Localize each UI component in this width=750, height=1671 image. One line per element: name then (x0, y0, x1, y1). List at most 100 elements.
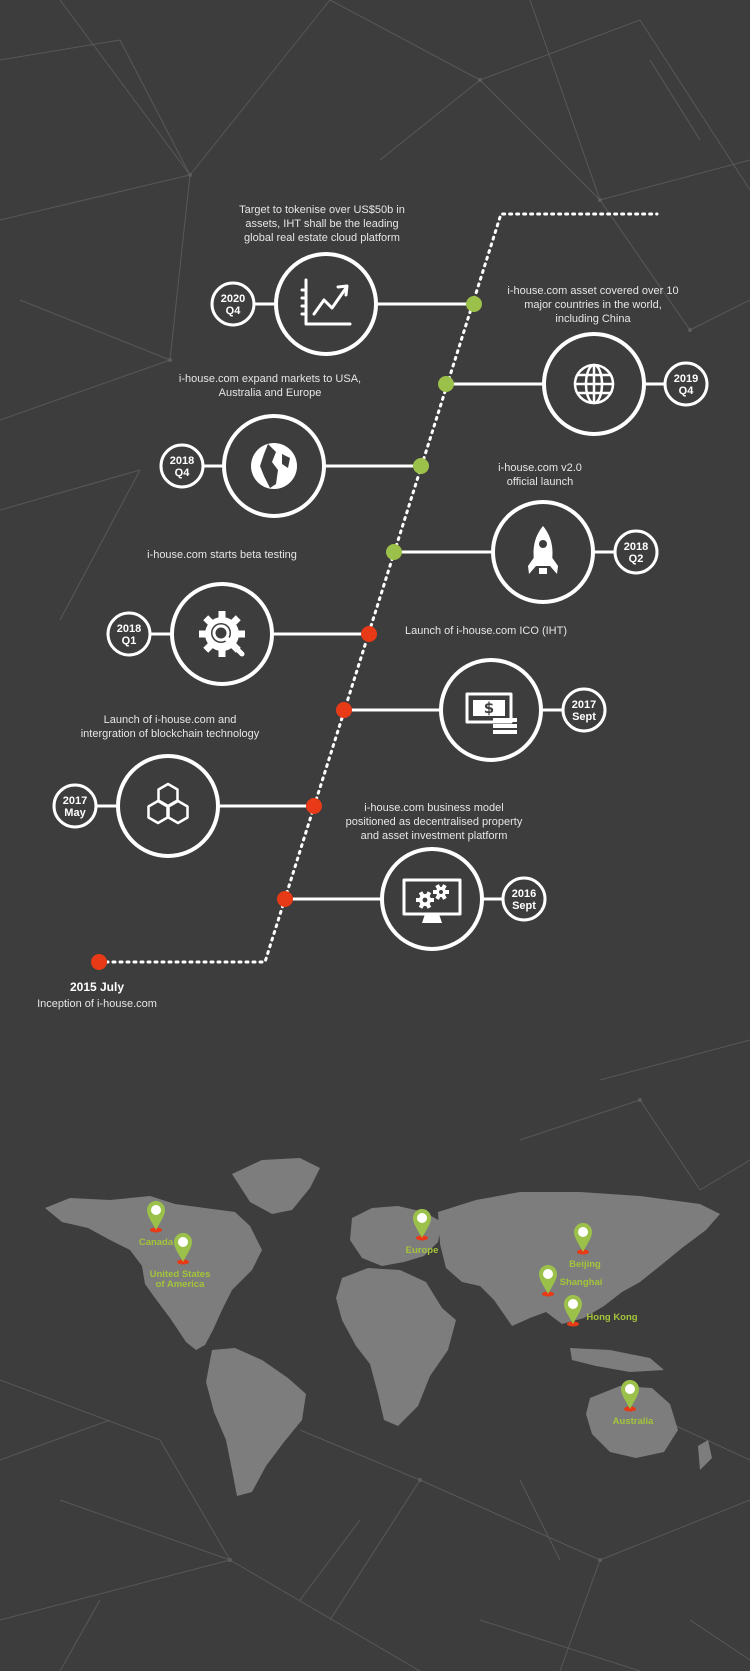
date-year: 2019 (674, 373, 698, 385)
pin-europe (413, 1209, 431, 1241)
timeline-dot-red (361, 626, 377, 642)
network-line (0, 359, 171, 421)
date-circle (561, 687, 607, 733)
money-icon: $ (465, 692, 517, 734)
continent-indonesia (570, 1348, 664, 1372)
network-line (559, 1559, 601, 1671)
network-line (699, 1159, 750, 1191)
location-label: Shanghai (559, 1277, 603, 1288)
location-label: Australia (612, 1416, 654, 1427)
continent-south-america (206, 1348, 306, 1496)
network-line (649, 59, 701, 141)
network-line (479, 79, 601, 201)
pin-shanghai (539, 1265, 557, 1297)
network-node (418, 1478, 422, 1482)
network-node (688, 328, 692, 332)
timeline-dot-green (438, 376, 454, 392)
date-period: Sept (572, 711, 596, 723)
network-line (59, 1499, 231, 1561)
date-circle (106, 611, 152, 657)
milestone-label: Target to tokenise over US$50b in assets… (239, 204, 405, 244)
timeline-line (97, 212, 659, 964)
network-line (0, 39, 121, 61)
monitor-gears-icon (402, 878, 462, 923)
continent-asia (438, 1192, 720, 1326)
timeline-dot-red (277, 891, 293, 907)
location-label: Beijing (569, 1259, 601, 1270)
network-line (639, 1099, 701, 1191)
pin-united-states-of-america (174, 1233, 192, 1265)
network-line (529, 0, 601, 201)
network-line (0, 1379, 161, 1441)
origin-date: 2015 July (69, 980, 125, 994)
network-node (598, 198, 602, 202)
network-line (599, 159, 750, 201)
milestone-label: i-house.com asset covered over 10 major … (507, 285, 679, 325)
date-period: Q4 (175, 467, 191, 479)
milestone-label: Launch of i-house.com ICO (IHT) (404, 625, 567, 637)
network-line (19, 299, 171, 361)
network-line (229, 1559, 421, 1671)
milestone-label: i-house.com starts beta testing (147, 549, 297, 561)
rocket-icon (528, 526, 558, 574)
network-line (299, 1519, 361, 1601)
date-circle (613, 529, 659, 575)
origin-text: Inception of i-house.com (37, 998, 157, 1010)
network-line (299, 1429, 421, 1481)
network-line (379, 79, 481, 161)
pin-hong-kong (564, 1294, 582, 1327)
pin-canada (147, 1201, 165, 1233)
continent-africa (336, 1268, 456, 1426)
network-line (119, 39, 191, 176)
date-period: Q2 (629, 553, 644, 565)
network-line (329, 1479, 421, 1621)
network-line (419, 1479, 601, 1561)
network-line (519, 1479, 561, 1561)
network-line (599, 1039, 750, 1081)
earth-icon (251, 443, 297, 489)
milestone-label: Launch of i-house.com and intergration o… (80, 714, 260, 740)
network-line (329, 0, 481, 81)
network-line (639, 19, 750, 191)
timeline-dot-green (413, 458, 429, 474)
location-label: Canada (138, 1237, 174, 1248)
network-line (189, 0, 331, 176)
date-circle (52, 783, 98, 829)
milestone-label: i-house.com v2.0 official launch (498, 462, 582, 488)
date-circle (210, 281, 256, 327)
network-line (0, 174, 191, 221)
continent-greenland (232, 1158, 320, 1214)
network-line (59, 0, 191, 176)
network-node (168, 358, 172, 362)
date-circle (663, 361, 709, 407)
date-period: Sept (512, 900, 536, 912)
network-node (638, 1098, 642, 1102)
date-period: Q4 (679, 385, 695, 397)
network-line (599, 1499, 750, 1561)
milestone-label: i-house.com expand markets to USA, Austr… (178, 373, 362, 399)
network-line (519, 1099, 641, 1141)
timeline-dot-origin (91, 954, 107, 970)
pin-australia (621, 1380, 639, 1412)
svg-text:$: $ (484, 699, 494, 717)
location-label: Europe (405, 1245, 439, 1256)
date-period: Q4 (226, 305, 242, 317)
milestone-label: i-house.com business model positioned as… (345, 802, 523, 842)
network-node (598, 1558, 602, 1562)
network-line (0, 469, 141, 511)
gear-search-icon (199, 611, 245, 657)
network-line (0, 1419, 111, 1461)
network-line (169, 174, 191, 361)
timeline-dot-red (336, 702, 352, 718)
location-label: United States of America (149, 1269, 211, 1290)
